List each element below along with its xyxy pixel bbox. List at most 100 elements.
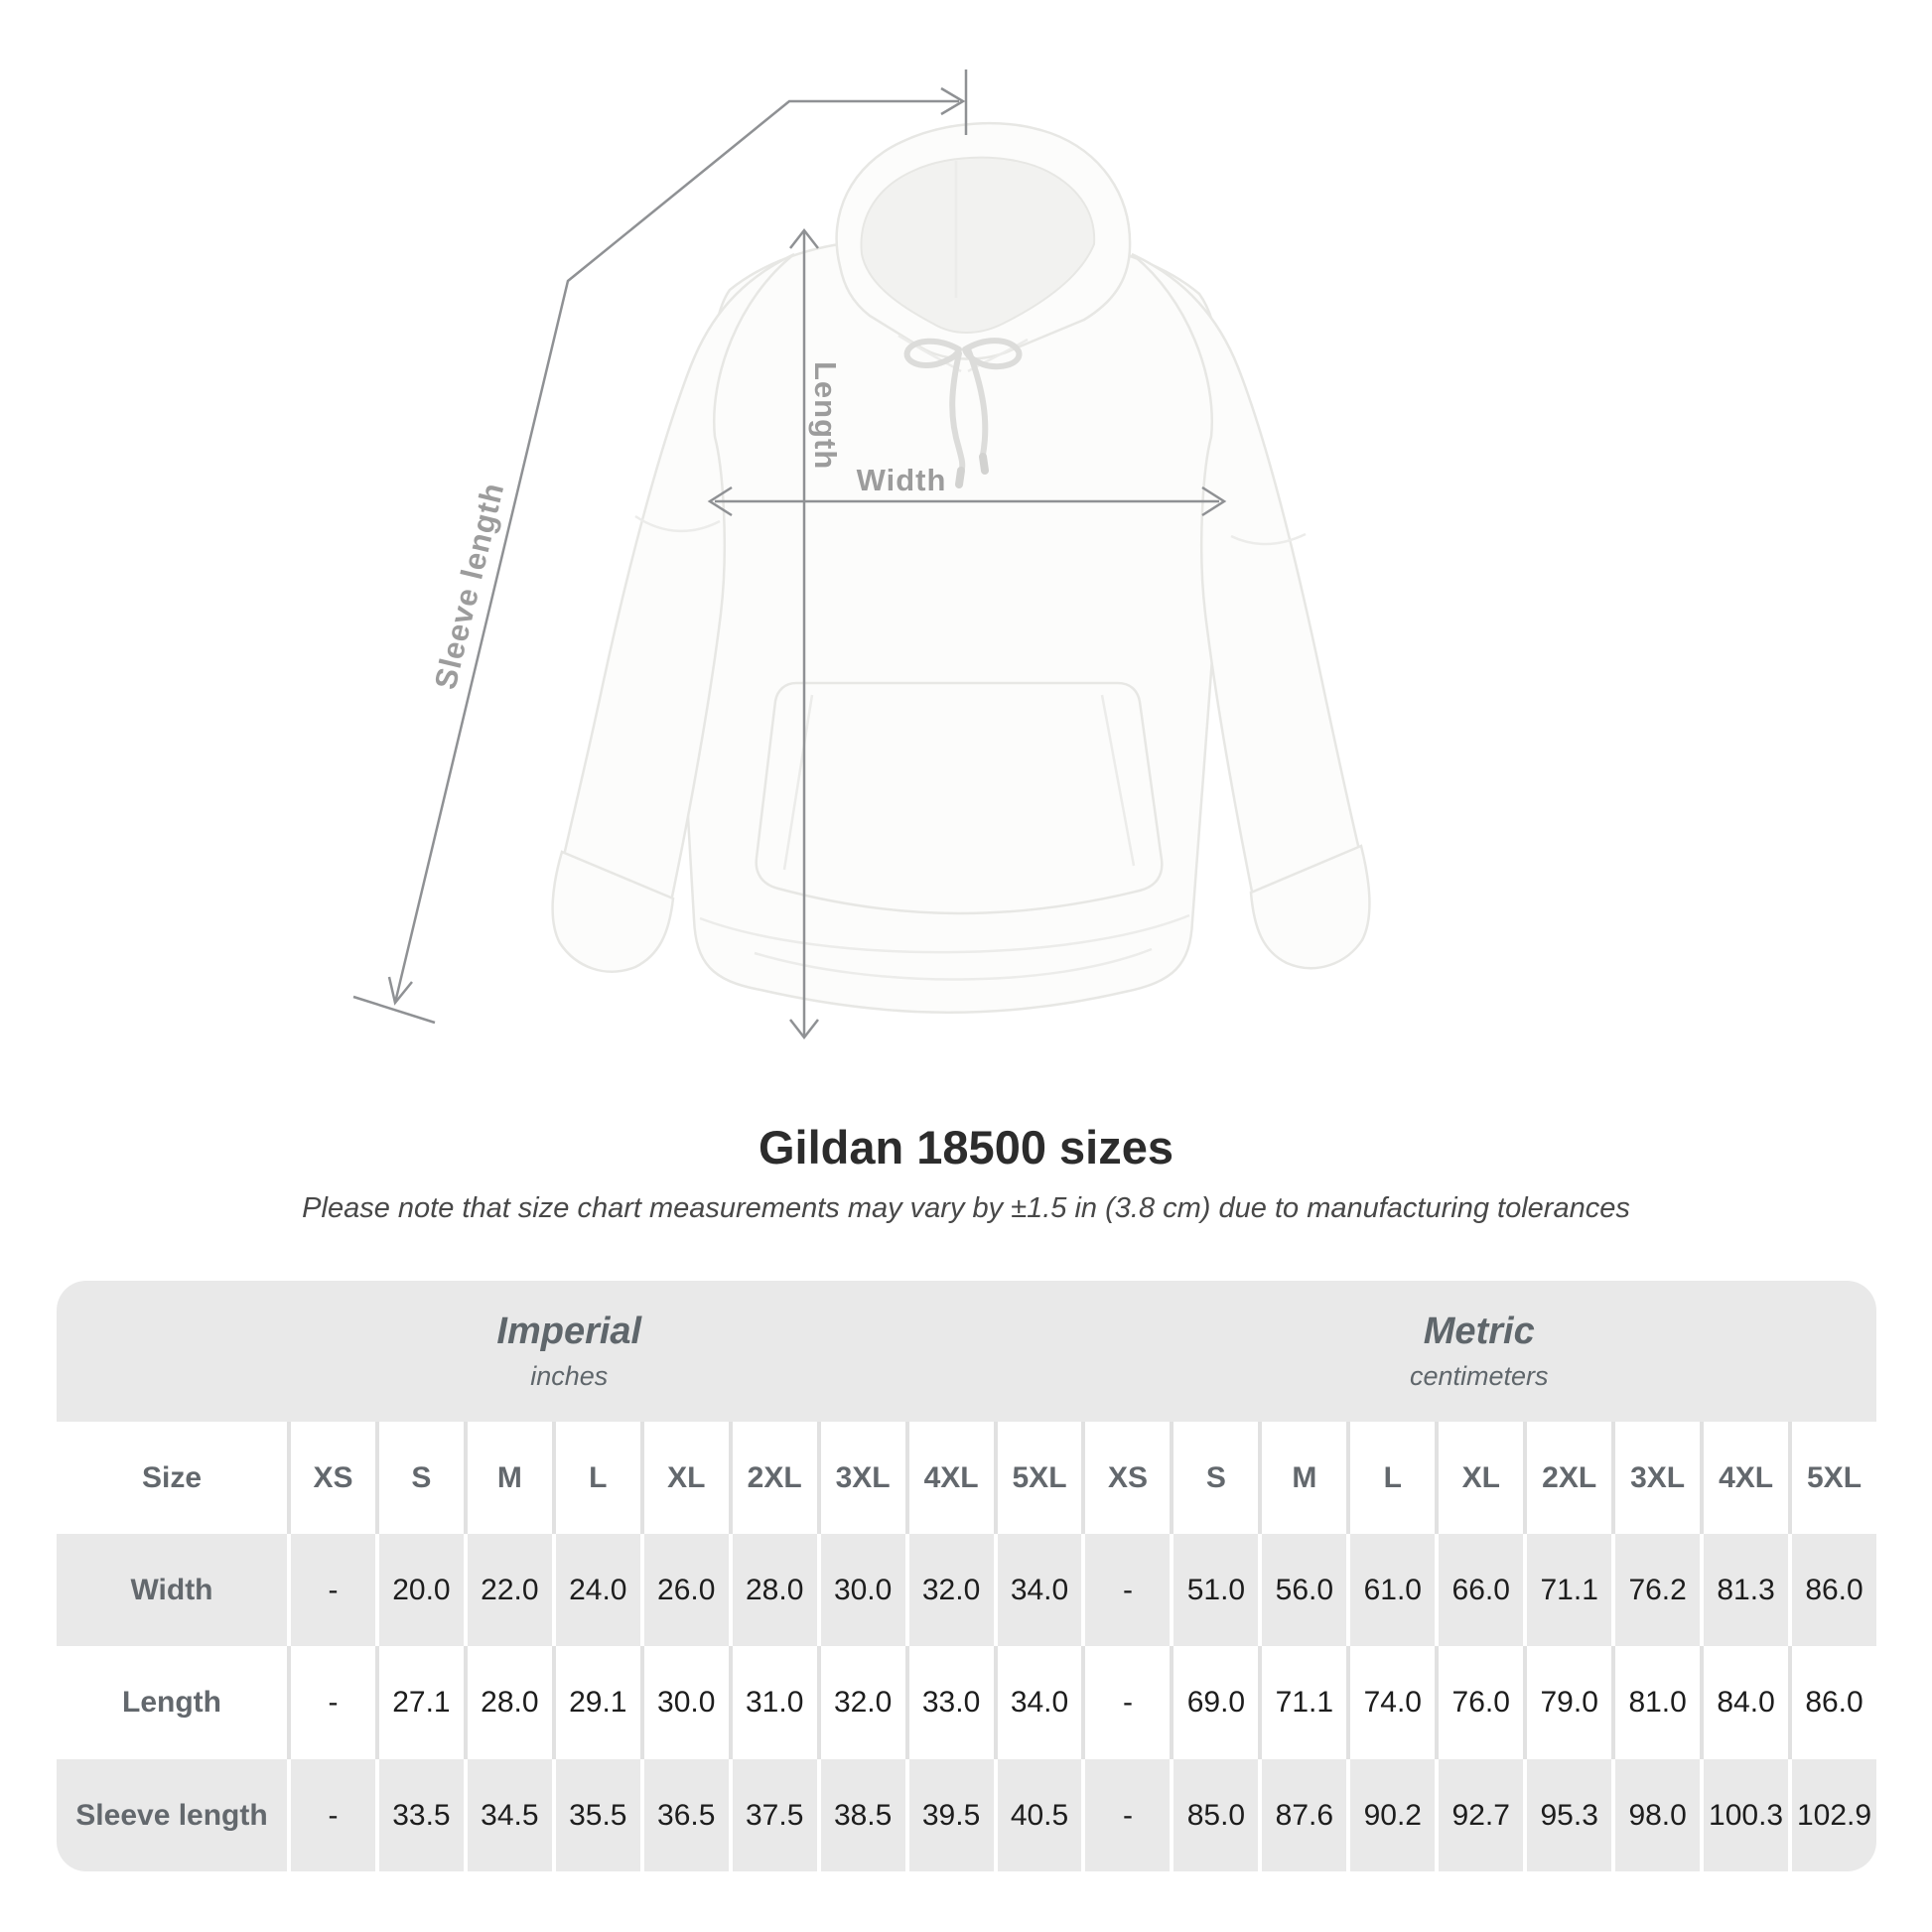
value-cell: 35.5 xyxy=(551,1759,640,1871)
value-cell: 22.0 xyxy=(463,1534,552,1646)
size-col-header: XS xyxy=(287,1422,375,1534)
value-cell: 71.1 xyxy=(1523,1534,1611,1646)
value-cell: - xyxy=(287,1759,375,1871)
length-arrow xyxy=(789,227,819,1040)
value-cell: 37.5 xyxy=(728,1759,817,1871)
hoodie-hood-opening xyxy=(860,156,1096,334)
page-title: Gildan 18500 sizes xyxy=(758,1121,1174,1173)
measurement-row-label: Length xyxy=(122,1686,221,1719)
measurement-row-label: Sleeve length xyxy=(75,1798,268,1832)
value-cell: 56.0 xyxy=(1258,1534,1346,1646)
value-cell: 26.0 xyxy=(639,1534,729,1646)
size-col-header: 2XL xyxy=(1523,1422,1611,1534)
size-col-header: 4XL xyxy=(1700,1422,1788,1534)
sleeve-length-arrow xyxy=(352,69,968,1025)
size-col-header: 3XL xyxy=(816,1422,905,1534)
value-cell: 32.0 xyxy=(816,1646,905,1759)
hoodie-drawstrings xyxy=(903,338,1023,488)
size-col-header: 5XL xyxy=(1788,1422,1876,1534)
value-cell: 95.3 xyxy=(1523,1759,1611,1871)
value-cell: 40.5 xyxy=(993,1759,1082,1871)
value-cell: - xyxy=(287,1646,375,1759)
hoodie-left-cuff xyxy=(551,850,675,973)
table-row: Length -27.1 28.0 29.1 30.0 31.0 32.0 33.0 34.0-… xyxy=(57,1646,1876,1759)
length-arrow-label: Length xyxy=(808,361,843,470)
sleeve-length-arrow-label: Sleeve length xyxy=(428,479,511,692)
table-row: Sleeve length -33.5 34.5 35.5 36.5 37.5 38.5 39… xyxy=(57,1759,1876,1871)
value-cell: 36.5 xyxy=(639,1759,729,1871)
table-header-row: Size XS S M L XL 2XL 3XL 4XL 5XL XS S M L XL 2XL 3XL 4XL 5… xyxy=(57,1422,1876,1534)
hoodie-measurement-figure: Width Length Sleeve length xyxy=(352,69,1371,1040)
measurement-row-label: Width xyxy=(130,1573,213,1606)
value-cell: 61.0 xyxy=(1346,1534,1435,1646)
value-cell: 34.0 xyxy=(993,1534,1082,1646)
unit-group-band: Imperial inches Metric centimeters xyxy=(57,1281,1876,1422)
size-column-header: Size xyxy=(141,1460,203,1494)
size-note: Please note that size chart measurements… xyxy=(302,1192,1630,1224)
value-cell: 30.0 xyxy=(816,1534,905,1646)
value-cell: 76.2 xyxy=(1611,1534,1700,1646)
value-cell: 90.2 xyxy=(1346,1759,1435,1871)
size-col-header: S xyxy=(374,1422,464,1534)
size-col-header: XS xyxy=(1081,1422,1170,1534)
value-cell: 38.5 xyxy=(816,1759,905,1871)
value-cell: 33.0 xyxy=(904,1646,994,1759)
size-col-header: 5XL xyxy=(993,1422,1082,1534)
hoodie-hem-seam xyxy=(699,913,1190,954)
metric-unit-label: centimeters xyxy=(1409,1361,1549,1391)
value-cell: 74.0 xyxy=(1346,1646,1435,1759)
value-cell: 81.3 xyxy=(1700,1534,1788,1646)
value-cell: 32.0 xyxy=(904,1534,994,1646)
value-cell: 34.0 xyxy=(993,1646,1082,1759)
hoodie-right-cuff xyxy=(1249,844,1371,970)
value-cell: 69.0 xyxy=(1170,1646,1258,1759)
value-cell: 28.0 xyxy=(728,1534,817,1646)
value-cell: 87.6 xyxy=(1258,1759,1346,1871)
size-col-header: S xyxy=(1170,1422,1258,1534)
width-arrow-label: Width xyxy=(857,463,947,497)
value-cell: 31.0 xyxy=(728,1646,817,1759)
value-cell: 51.0 xyxy=(1170,1534,1258,1646)
size-grid: Size XS S M L XL 2XL 3XL 4XL 5XL XS S M L XL 2XL 3XL 4XL 5… xyxy=(57,1422,1876,1871)
value-cell: 34.5 xyxy=(463,1759,552,1871)
value-cell: 92.7 xyxy=(1435,1759,1523,1871)
hoodie-pocket xyxy=(755,681,1164,915)
value-cell: 79.0 xyxy=(1523,1646,1611,1759)
value-cell: 100.3 xyxy=(1700,1759,1788,1871)
width-arrow xyxy=(707,485,1227,517)
size-col-header: M xyxy=(463,1422,552,1534)
imperial-unit-label: inches xyxy=(530,1361,609,1391)
size-col-header: 4XL xyxy=(904,1422,994,1534)
value-cell: 66.0 xyxy=(1435,1534,1523,1646)
value-cell: 24.0 xyxy=(551,1534,640,1646)
size-col-header: 2XL xyxy=(728,1422,817,1534)
size-col-header: L xyxy=(551,1422,640,1534)
imperial-label: Imperial xyxy=(496,1311,642,1352)
value-cell: - xyxy=(1081,1534,1170,1646)
size-col-header: XL xyxy=(1435,1422,1523,1534)
size-col-header: 3XL xyxy=(1611,1422,1700,1534)
value-cell: 33.5 xyxy=(374,1759,464,1871)
metric-group-header: Metric centimeters xyxy=(1082,1281,1876,1422)
value-cell: 84.0 xyxy=(1700,1646,1788,1759)
table-row: Width -20.0 22.0 24.0 26.0 28.0 30.0 32.0 34.0-5… xyxy=(57,1534,1876,1646)
value-cell: - xyxy=(1081,1646,1170,1759)
value-cell: 102.9 xyxy=(1788,1759,1876,1871)
value-cell: 28.0 xyxy=(463,1646,552,1759)
hoodie-illustration xyxy=(551,121,1371,1014)
size-col-header: XL xyxy=(639,1422,729,1534)
value-cell: 85.0 xyxy=(1170,1759,1258,1871)
value-cell: 20.0 xyxy=(374,1534,464,1646)
value-cell: 86.0 xyxy=(1788,1646,1876,1759)
size-table: Imperial inches Metric centimeters Size X… xyxy=(57,1281,1876,1871)
value-cell: - xyxy=(287,1534,375,1646)
value-cell: 71.1 xyxy=(1258,1646,1346,1759)
value-cell: 29.1 xyxy=(551,1646,640,1759)
size-col-header: M xyxy=(1258,1422,1346,1534)
value-cell: 98.0 xyxy=(1611,1759,1700,1871)
imperial-group-header: Imperial inches xyxy=(57,1281,1082,1422)
value-cell: 81.0 xyxy=(1611,1646,1700,1759)
value-cell: 39.5 xyxy=(904,1759,994,1871)
value-cell: - xyxy=(1081,1759,1170,1871)
